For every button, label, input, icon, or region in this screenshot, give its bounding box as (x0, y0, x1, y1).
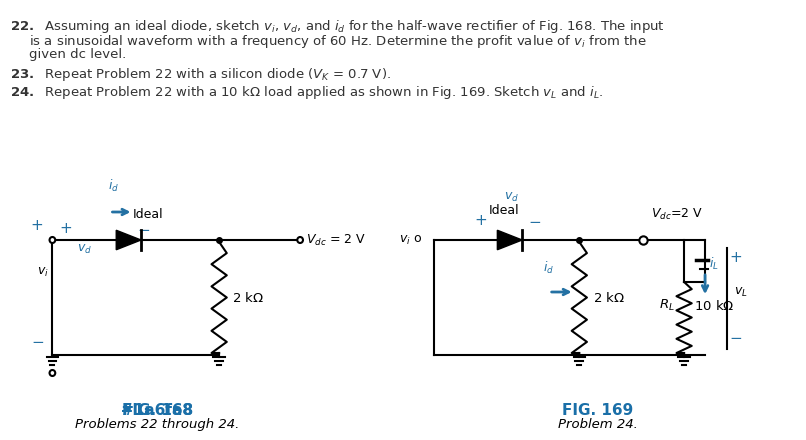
Text: $i_d$: $i_d$ (108, 178, 118, 194)
Text: $-$: $-$ (31, 333, 44, 348)
Text: $v_i$ o: $v_i$ o (399, 234, 422, 246)
Text: given dc level.: given dc level. (28, 48, 126, 61)
Polygon shape (116, 230, 141, 250)
Text: FIG. 168: FIG. 168 (122, 403, 193, 418)
Text: +: + (60, 220, 72, 235)
Text: $\mathbf{24.}$  Repeat Problem 22 with a 10 k$\Omega$ load applied as shown in F: $\mathbf{24.}$ Repeat Problem 22 with a … (10, 84, 603, 101)
Circle shape (49, 237, 56, 243)
Text: 2 k$\Omega$: 2 k$\Omega$ (592, 290, 625, 304)
Text: $v_d$: $v_d$ (504, 191, 519, 204)
Text: $-$: $-$ (137, 220, 151, 235)
Circle shape (297, 237, 303, 243)
Text: $v_i$: $v_i$ (37, 266, 49, 279)
Circle shape (49, 370, 56, 376)
Text: 10 k$\Omega$: 10 k$\Omega$ (694, 298, 734, 312)
Text: +: + (475, 213, 488, 227)
Text: $R_L$: $R_L$ (659, 298, 675, 313)
Text: Ideal: Ideal (488, 204, 519, 217)
Text: $i_d$: $i_d$ (543, 260, 555, 276)
Polygon shape (497, 230, 522, 250)
Text: FIG. 169: FIG. 169 (563, 403, 634, 418)
Text: $i_L$: $i_L$ (709, 256, 719, 272)
Text: $V_{dc}$=2 V: $V_{dc}$=2 V (650, 207, 703, 222)
Text: $\mathbf{22.}$  Assuming an ideal diode, sketch $v_i$, $v_d$, and $i_d$ for the : $\mathbf{22.}$ Assuming an ideal diode, … (10, 18, 664, 35)
Text: Problems 22 through 24.: Problems 22 through 24. (75, 418, 239, 431)
Text: $v_L$: $v_L$ (733, 286, 747, 299)
Text: $-$: $-$ (528, 213, 541, 227)
Text: $v_d$: $v_d$ (77, 243, 92, 256)
Text: Ideal: Ideal (132, 208, 163, 221)
Text: Problem 24.: Problem 24. (558, 418, 638, 431)
Text: is a sinusoidal waveform with a frequency of 60 Hz. Determine the profit value o: is a sinusoidal waveform with a frequenc… (28, 33, 646, 50)
Text: #1a6fa8: #1a6fa8 (121, 403, 193, 418)
Text: +: + (31, 218, 44, 233)
Text: +: + (729, 250, 742, 265)
Text: 2 k$\Omega$: 2 k$\Omega$ (232, 290, 264, 304)
Text: $V_{dc}$ = 2 V: $V_{dc}$ = 2 V (305, 232, 366, 248)
Text: $-$: $-$ (729, 329, 742, 344)
Text: $\mathbf{23.}$  Repeat Problem 22 with a silicon diode ($V_K$ = 0.7 V).: $\mathbf{23.}$ Repeat Problem 22 with a … (10, 66, 390, 83)
